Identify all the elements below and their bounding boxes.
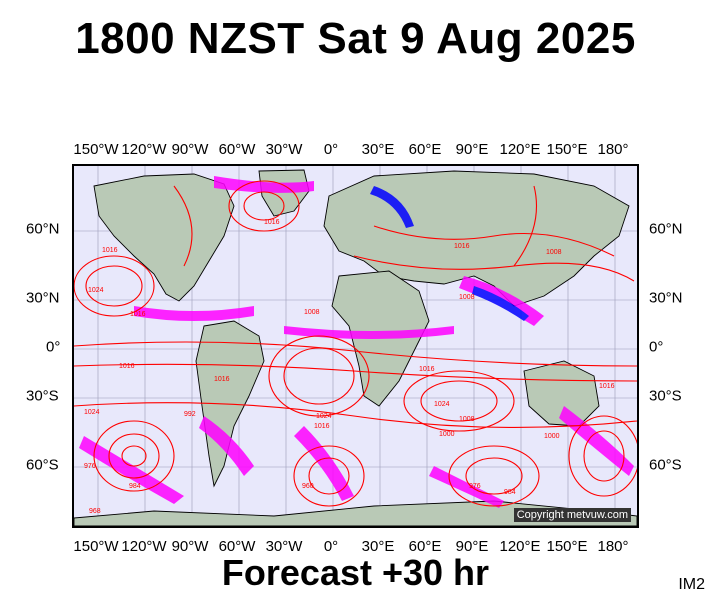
lat-label: 30°N — [649, 289, 683, 307]
lon-label: 0° — [323, 538, 339, 555]
lon-label: 150°E — [546, 141, 588, 158]
isobar-label: 968 — [89, 508, 101, 515]
isobar-label: 976 — [469, 483, 481, 490]
isobar-label: 1024 — [316, 413, 332, 420]
isobar-label: 1016 — [130, 311, 146, 318]
lon-label: 120°W — [121, 538, 167, 555]
weather-map: 1016 1024 1016 1008 1016 1016 1024 1016 … — [72, 164, 639, 528]
lon-label: 120°W — [121, 141, 167, 158]
isobar-labels: 1016 1024 1016 1008 1016 1016 1024 1016 … — [84, 219, 615, 515]
lon-label: 60°E — [408, 141, 442, 158]
lon-label: 90°W — [171, 538, 209, 555]
weather-map-canvas: 1016 1024 1016 1008 1016 1016 1024 1016 … — [74, 166, 637, 526]
isobar-label: 1016 — [264, 219, 280, 226]
lat-label: 60°S — [26, 456, 59, 474]
isobar-label: 1000 — [544, 433, 560, 440]
lon-label: 30°W — [265, 141, 303, 158]
isobar-label: 984 — [504, 489, 516, 496]
isobar-label: 960 — [302, 483, 314, 490]
lon-label: 60°W — [218, 141, 256, 158]
isobar-label: 1000 — [439, 431, 455, 438]
lon-label: 120°E — [499, 141, 541, 158]
isobar-label: 1008 — [459, 294, 475, 301]
lon-label: 90°E — [455, 141, 489, 158]
lon-label: 120°E — [499, 538, 541, 555]
lon-label: 60°E — [408, 538, 442, 555]
isobars — [74, 180, 637, 507]
corner-label: IM2 — [678, 576, 705, 593]
isobar-label: 1016 — [314, 423, 330, 430]
lon-label: 150°W — [73, 141, 119, 158]
lat-label: 60°S — [649, 456, 682, 474]
lon-label: 90°W — [171, 141, 209, 158]
lon-label: 60°W — [218, 538, 256, 555]
copyright-notice: Copyright metvuw.com — [513, 508, 631, 522]
isobar-label: 1016 — [119, 363, 135, 370]
lon-label: 90°E — [455, 538, 489, 555]
lon-label: 0° — [323, 141, 339, 158]
lon-label: 180° — [597, 141, 629, 158]
isobar-label: 1016 — [214, 376, 230, 383]
isobar-label: 1008 — [546, 249, 562, 256]
isobar-label: 1008 — [304, 309, 320, 316]
lon-label: 150°E — [546, 538, 588, 555]
precipitation — [79, 176, 634, 508]
lat-label: 30°N — [26, 289, 60, 307]
lat-label: 60°N — [26, 220, 60, 238]
isobar-label: 992 — [184, 411, 196, 418]
lon-label: 30°W — [265, 538, 303, 555]
isobar-label: 1016 — [454, 243, 470, 250]
lat-label: 60°N — [649, 220, 683, 238]
lon-label: 30°E — [361, 141, 395, 158]
isobar-label: 1024 — [84, 409, 100, 416]
lat-label: 0° — [649, 338, 664, 356]
isobar-label: 1024 — [434, 401, 450, 408]
lat-label: 0° — [46, 338, 61, 356]
isobar-label: 976 — [84, 463, 96, 470]
isobar-label: 1016 — [102, 247, 118, 254]
lon-label: 150°W — [73, 538, 119, 555]
isobar-label: 1008 — [459, 416, 475, 423]
lon-label: 180° — [597, 538, 629, 555]
lat-label: 30°S — [649, 387, 682, 405]
lon-label: 30°E — [361, 538, 395, 555]
isobar-label: 1016 — [599, 383, 615, 390]
isobar-label: 984 — [129, 483, 141, 490]
map-title: 1800 NZST Sat 9 Aug 2025 — [75, 14, 636, 63]
isobar-label: 1024 — [88, 287, 104, 294]
forecast-label: Forecast +30 hr — [221, 552, 490, 593]
lat-label: 30°S — [26, 387, 59, 405]
isobar-label: 1016 — [419, 366, 435, 373]
